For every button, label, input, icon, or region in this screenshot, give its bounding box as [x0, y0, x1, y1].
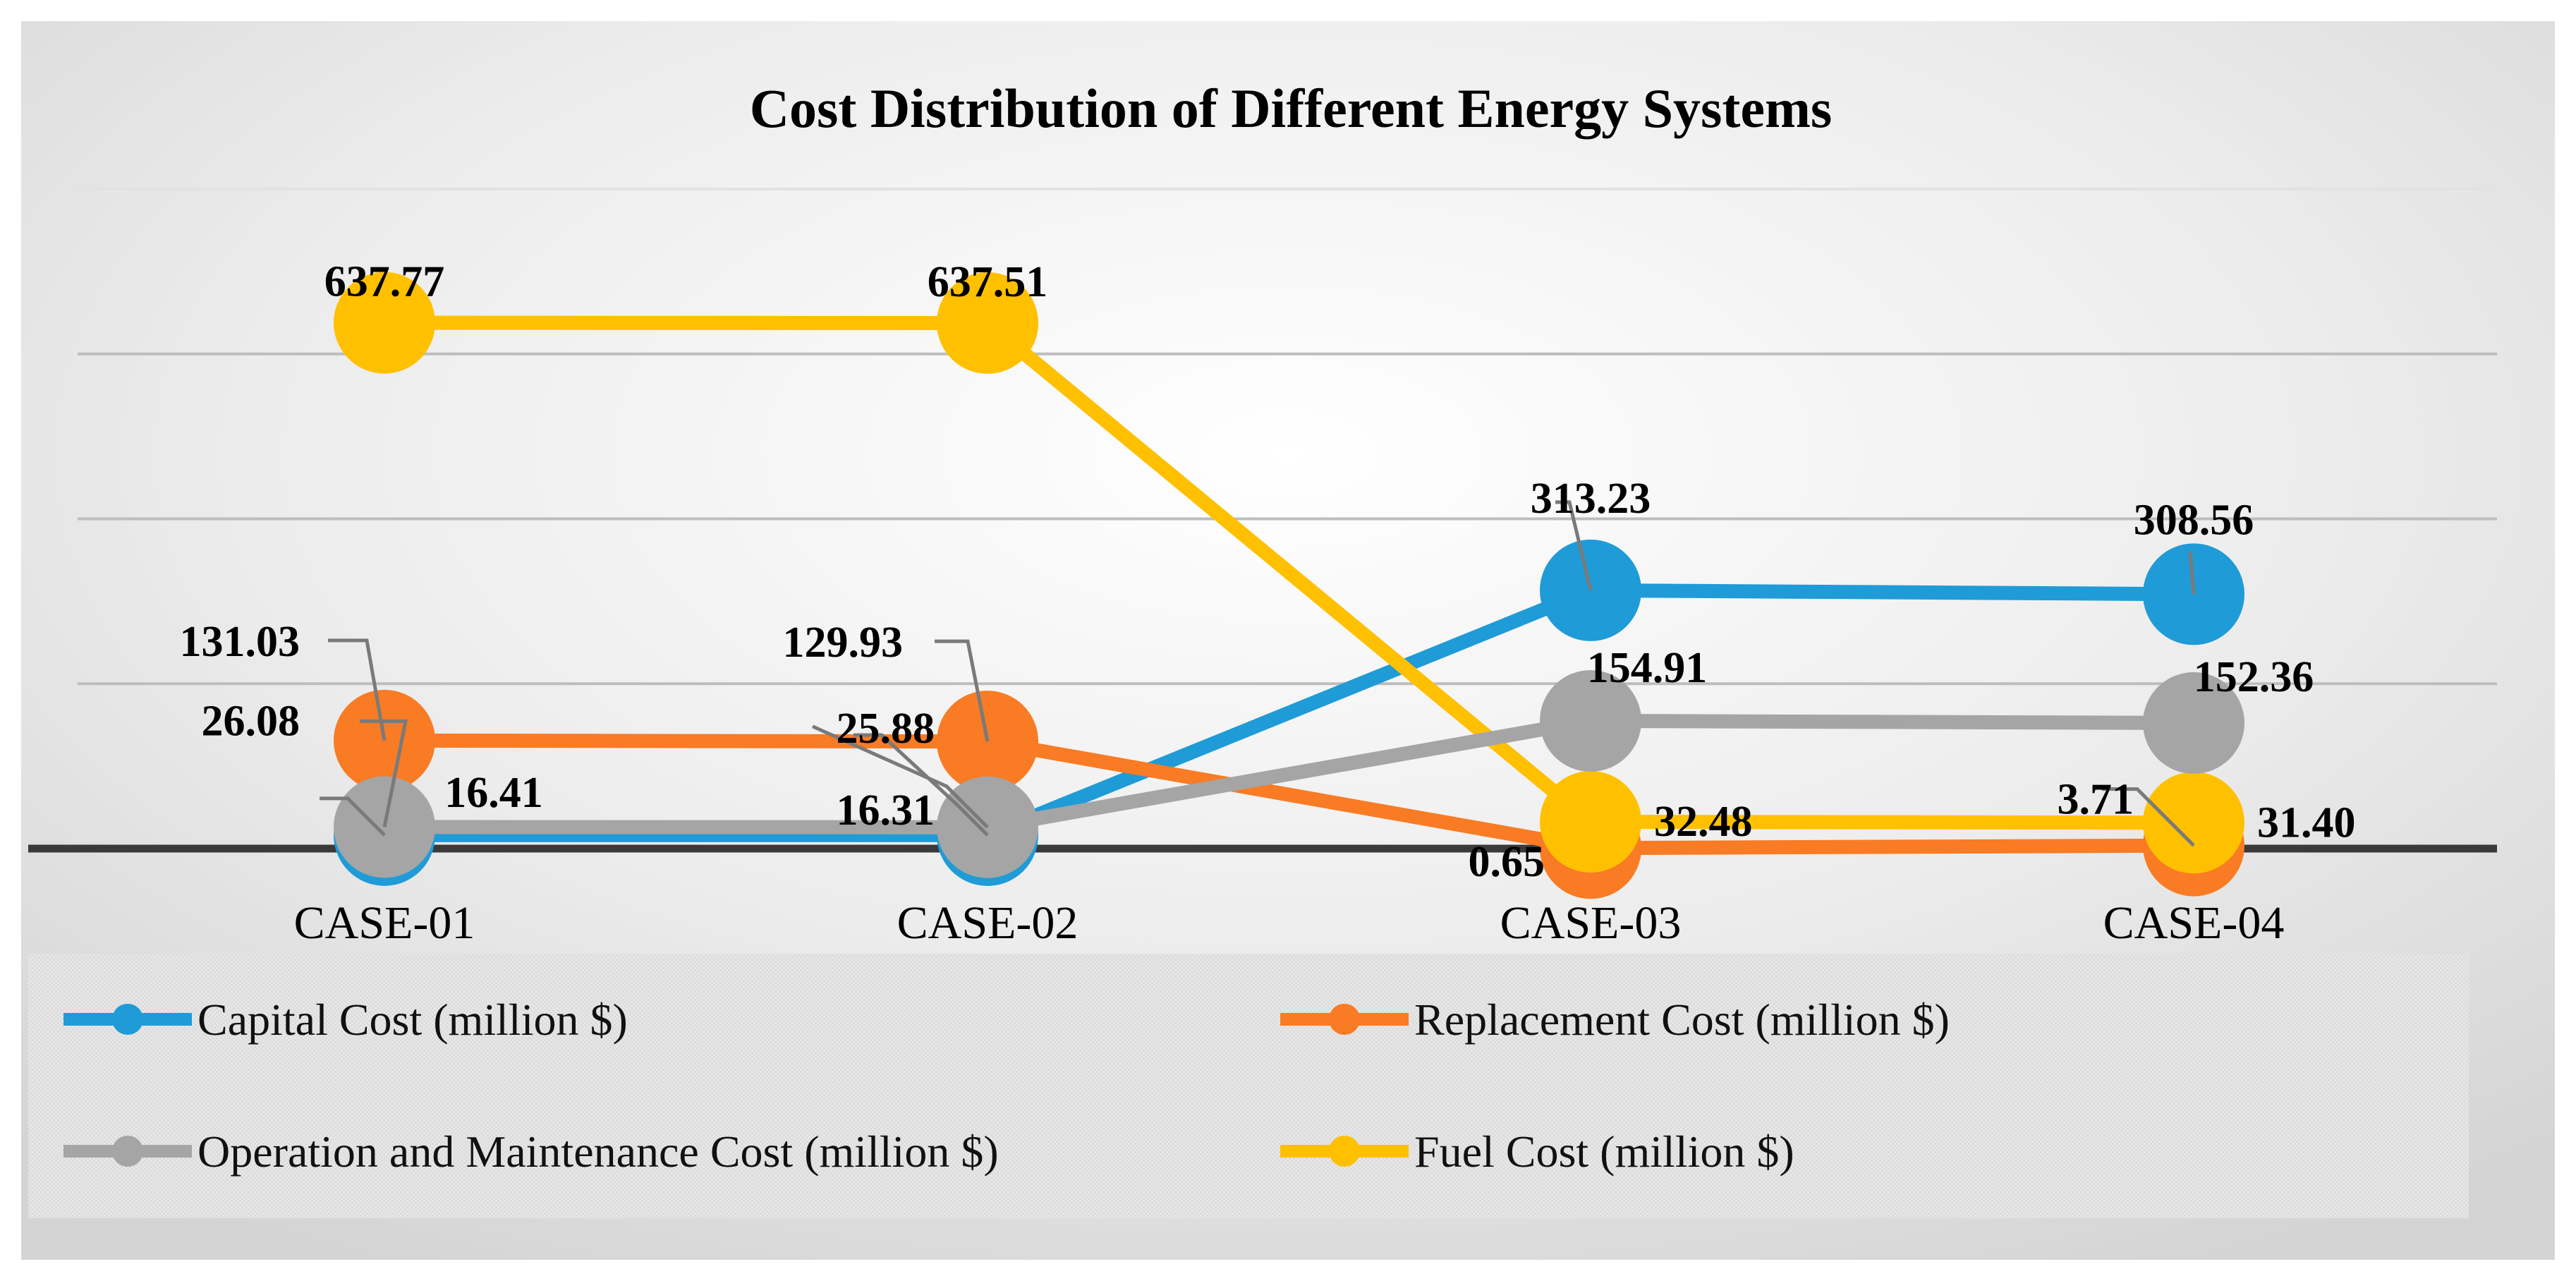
gridlines	[78, 188, 2497, 686]
leader-line	[935, 639, 990, 742]
x-tick-label: CASE-03	[1500, 897, 1682, 949]
data-label: 32.48	[1654, 798, 1753, 846]
series-4	[334, 272, 2244, 874]
data-label: 26.08	[202, 698, 300, 746]
data-label: 0.65	[1469, 838, 1545, 886]
legend-marker	[1329, 1136, 1360, 1167]
series-line	[384, 733, 2194, 856]
leader-line	[2188, 552, 2196, 595]
legend-marker	[1329, 1004, 1360, 1035]
data-label: 637.77	[324, 258, 445, 306]
data-label: 16.41	[444, 769, 543, 817]
data-point	[334, 272, 435, 374]
data-label: 16.31	[837, 787, 935, 834]
legend-label: Fuel Cost (million $)	[1414, 1127, 1794, 1177]
data-point	[937, 272, 1038, 374]
legend-item: Replacement Cost (million $)	[1280, 995, 1950, 1045]
leader-line	[853, 733, 989, 837]
legend-item: Capital Cost (million $)	[63, 995, 628, 1045]
data-label: 152.36	[2194, 653, 2314, 701]
label-leader-lines	[320, 500, 2196, 847]
leader-line	[328, 638, 387, 741]
series-line	[384, 583, 2194, 842]
legend-label: Operation and Maintenance Cost (million …	[198, 1127, 999, 1177]
data-label: 637.51	[928, 258, 1048, 306]
leader-line	[320, 796, 386, 837]
data-label: 154.91	[1587, 644, 1708, 692]
legend-marker	[112, 1004, 143, 1035]
legend-box	[28, 954, 2469, 1218]
data-label: 308.56	[2134, 496, 2254, 544]
leader-line	[1555, 500, 1593, 591]
series-line	[384, 713, 2194, 834]
leader-line	[2102, 787, 2195, 847]
data-point	[2143, 672, 2244, 774]
legend-label: Capital Cost (million $)	[198, 995, 628, 1045]
data-label: 131.03	[180, 618, 300, 666]
chart-title: Cost Distribution of Different Energy Sy…	[750, 78, 1833, 139]
legend-marker	[112, 1136, 143, 1167]
data-label: 3.71	[2058, 776, 2134, 824]
legend-item: Operation and Maintenance Cost (million …	[63, 1127, 999, 1177]
data-label: 25.88	[837, 705, 935, 753]
data-label: 129.93	[783, 619, 904, 667]
x-tick-label: CASE-04	[2103, 897, 2285, 949]
x-tick-label: CASE-02	[897, 897, 1079, 949]
legend-item: Fuel Cost (million $)	[1280, 1127, 1794, 1177]
data-point	[2143, 772, 2244, 874]
data-point	[1540, 669, 1641, 772]
series-line	[384, 315, 2194, 830]
legend: Capital Cost (million $) Replacement Cost…	[63, 995, 1950, 1177]
leader-line	[360, 720, 408, 828]
x-tick-label: CASE-01	[294, 897, 475, 949]
data-label: 313.23	[1531, 475, 1651, 523]
data-labels: 16.41 16.31 313.23 308.56 131.03 129.93 0.65 3.…	[180, 258, 2356, 887]
leader-line	[811, 724, 989, 829]
x-axis-ticks: CASE-01 CASE-02 CASE-03 CASE-04	[294, 897, 2285, 949]
data-point	[1540, 771, 1641, 873]
legend-label: Replacement Cost (million $)	[1414, 995, 1950, 1045]
data-label: 31.40	[2257, 799, 2356, 846]
